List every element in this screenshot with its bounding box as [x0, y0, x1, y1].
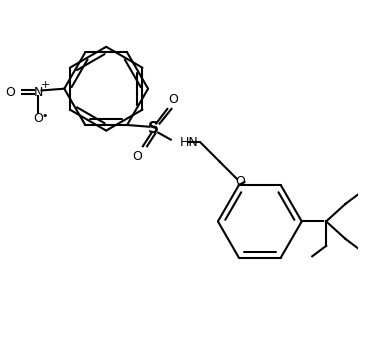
Text: +: +	[41, 80, 51, 89]
Text: O: O	[236, 175, 246, 188]
Text: HN: HN	[179, 136, 198, 149]
Text: N: N	[33, 86, 43, 99]
Text: O: O	[132, 150, 142, 163]
Text: O: O	[5, 86, 15, 99]
Text: O: O	[169, 93, 179, 106]
Text: S: S	[148, 121, 159, 136]
Text: O: O	[33, 112, 43, 125]
Text: •: •	[41, 111, 48, 121]
